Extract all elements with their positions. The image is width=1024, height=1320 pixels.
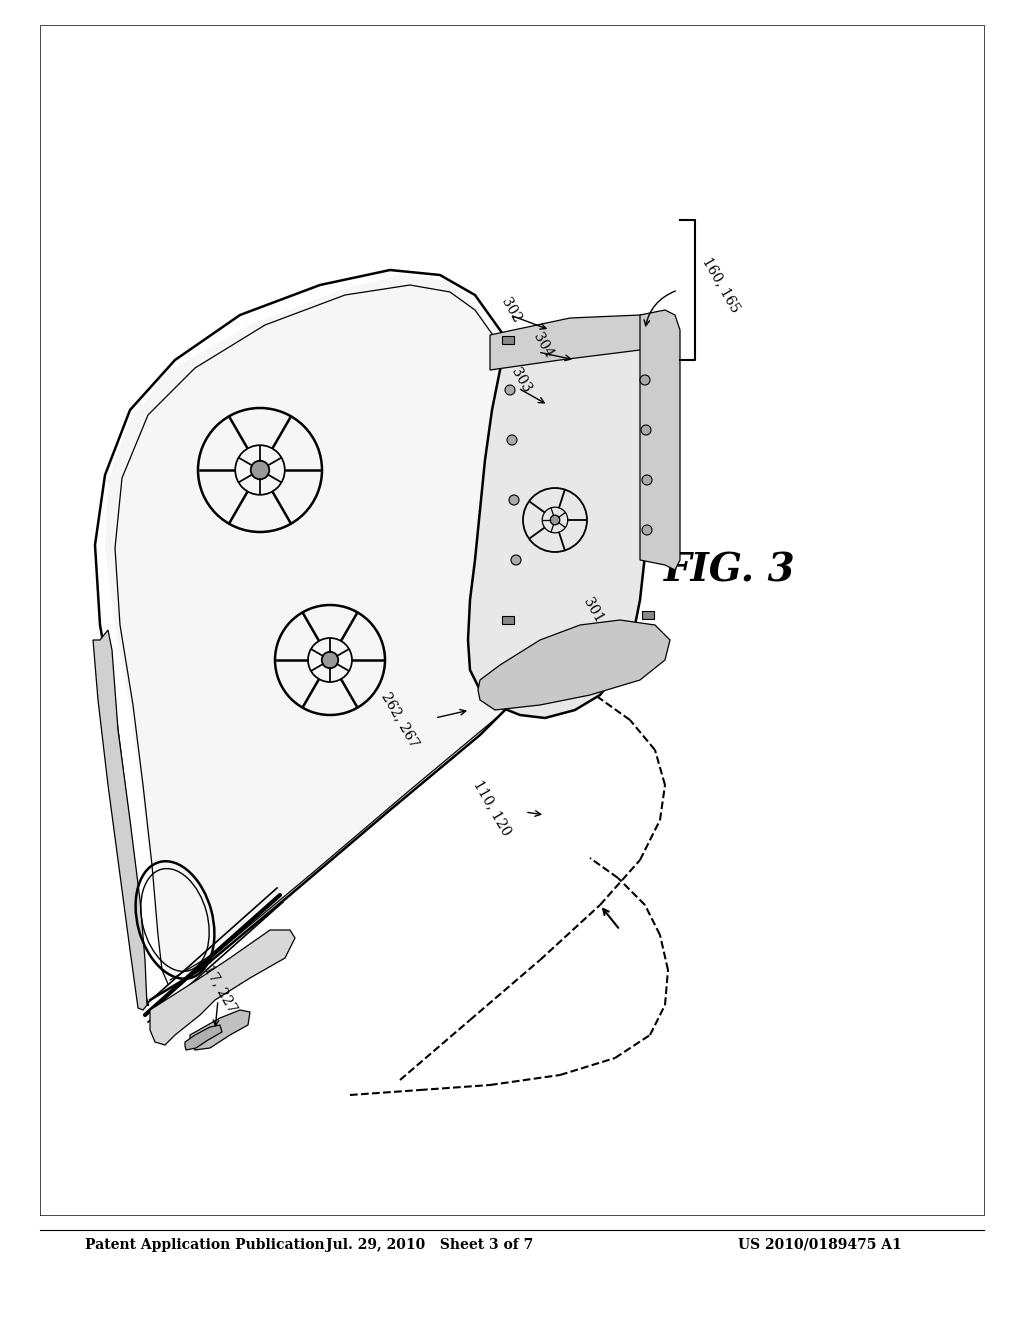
- Text: FIG. 3: FIG. 3: [665, 550, 796, 589]
- Polygon shape: [640, 310, 680, 570]
- Text: Jul. 29, 2010   Sheet 3 of 7: Jul. 29, 2010 Sheet 3 of 7: [327, 1238, 534, 1251]
- Circle shape: [511, 554, 521, 565]
- Circle shape: [641, 425, 651, 436]
- Polygon shape: [468, 325, 670, 718]
- Circle shape: [642, 475, 652, 484]
- Circle shape: [322, 652, 338, 668]
- Text: 302: 302: [498, 296, 523, 325]
- Polygon shape: [490, 315, 665, 370]
- Text: Patent Application Publication: Patent Application Publication: [85, 1238, 325, 1251]
- Polygon shape: [185, 1026, 222, 1049]
- Bar: [642, 611, 654, 619]
- Circle shape: [251, 461, 269, 479]
- Bar: [502, 616, 514, 624]
- Circle shape: [642, 525, 652, 535]
- Circle shape: [550, 515, 560, 525]
- Circle shape: [509, 495, 519, 506]
- Polygon shape: [190, 1010, 250, 1049]
- Circle shape: [507, 436, 517, 445]
- Polygon shape: [478, 620, 670, 710]
- Text: 303: 303: [508, 366, 534, 395]
- Text: 304: 304: [530, 330, 555, 360]
- Text: 301: 301: [580, 595, 605, 624]
- Circle shape: [505, 385, 515, 395]
- Polygon shape: [93, 630, 147, 1010]
- Circle shape: [640, 375, 650, 385]
- Polygon shape: [150, 931, 295, 1045]
- Text: 110, 120: 110, 120: [471, 777, 513, 838]
- Bar: [502, 337, 514, 345]
- Text: 262, 267: 262, 267: [379, 690, 422, 750]
- Text: 217, 227: 217, 227: [197, 954, 240, 1015]
- Polygon shape: [105, 275, 635, 978]
- Text: 160, 165: 160, 165: [700, 255, 742, 315]
- Text: US 2010/0189475 A1: US 2010/0189475 A1: [738, 1238, 902, 1251]
